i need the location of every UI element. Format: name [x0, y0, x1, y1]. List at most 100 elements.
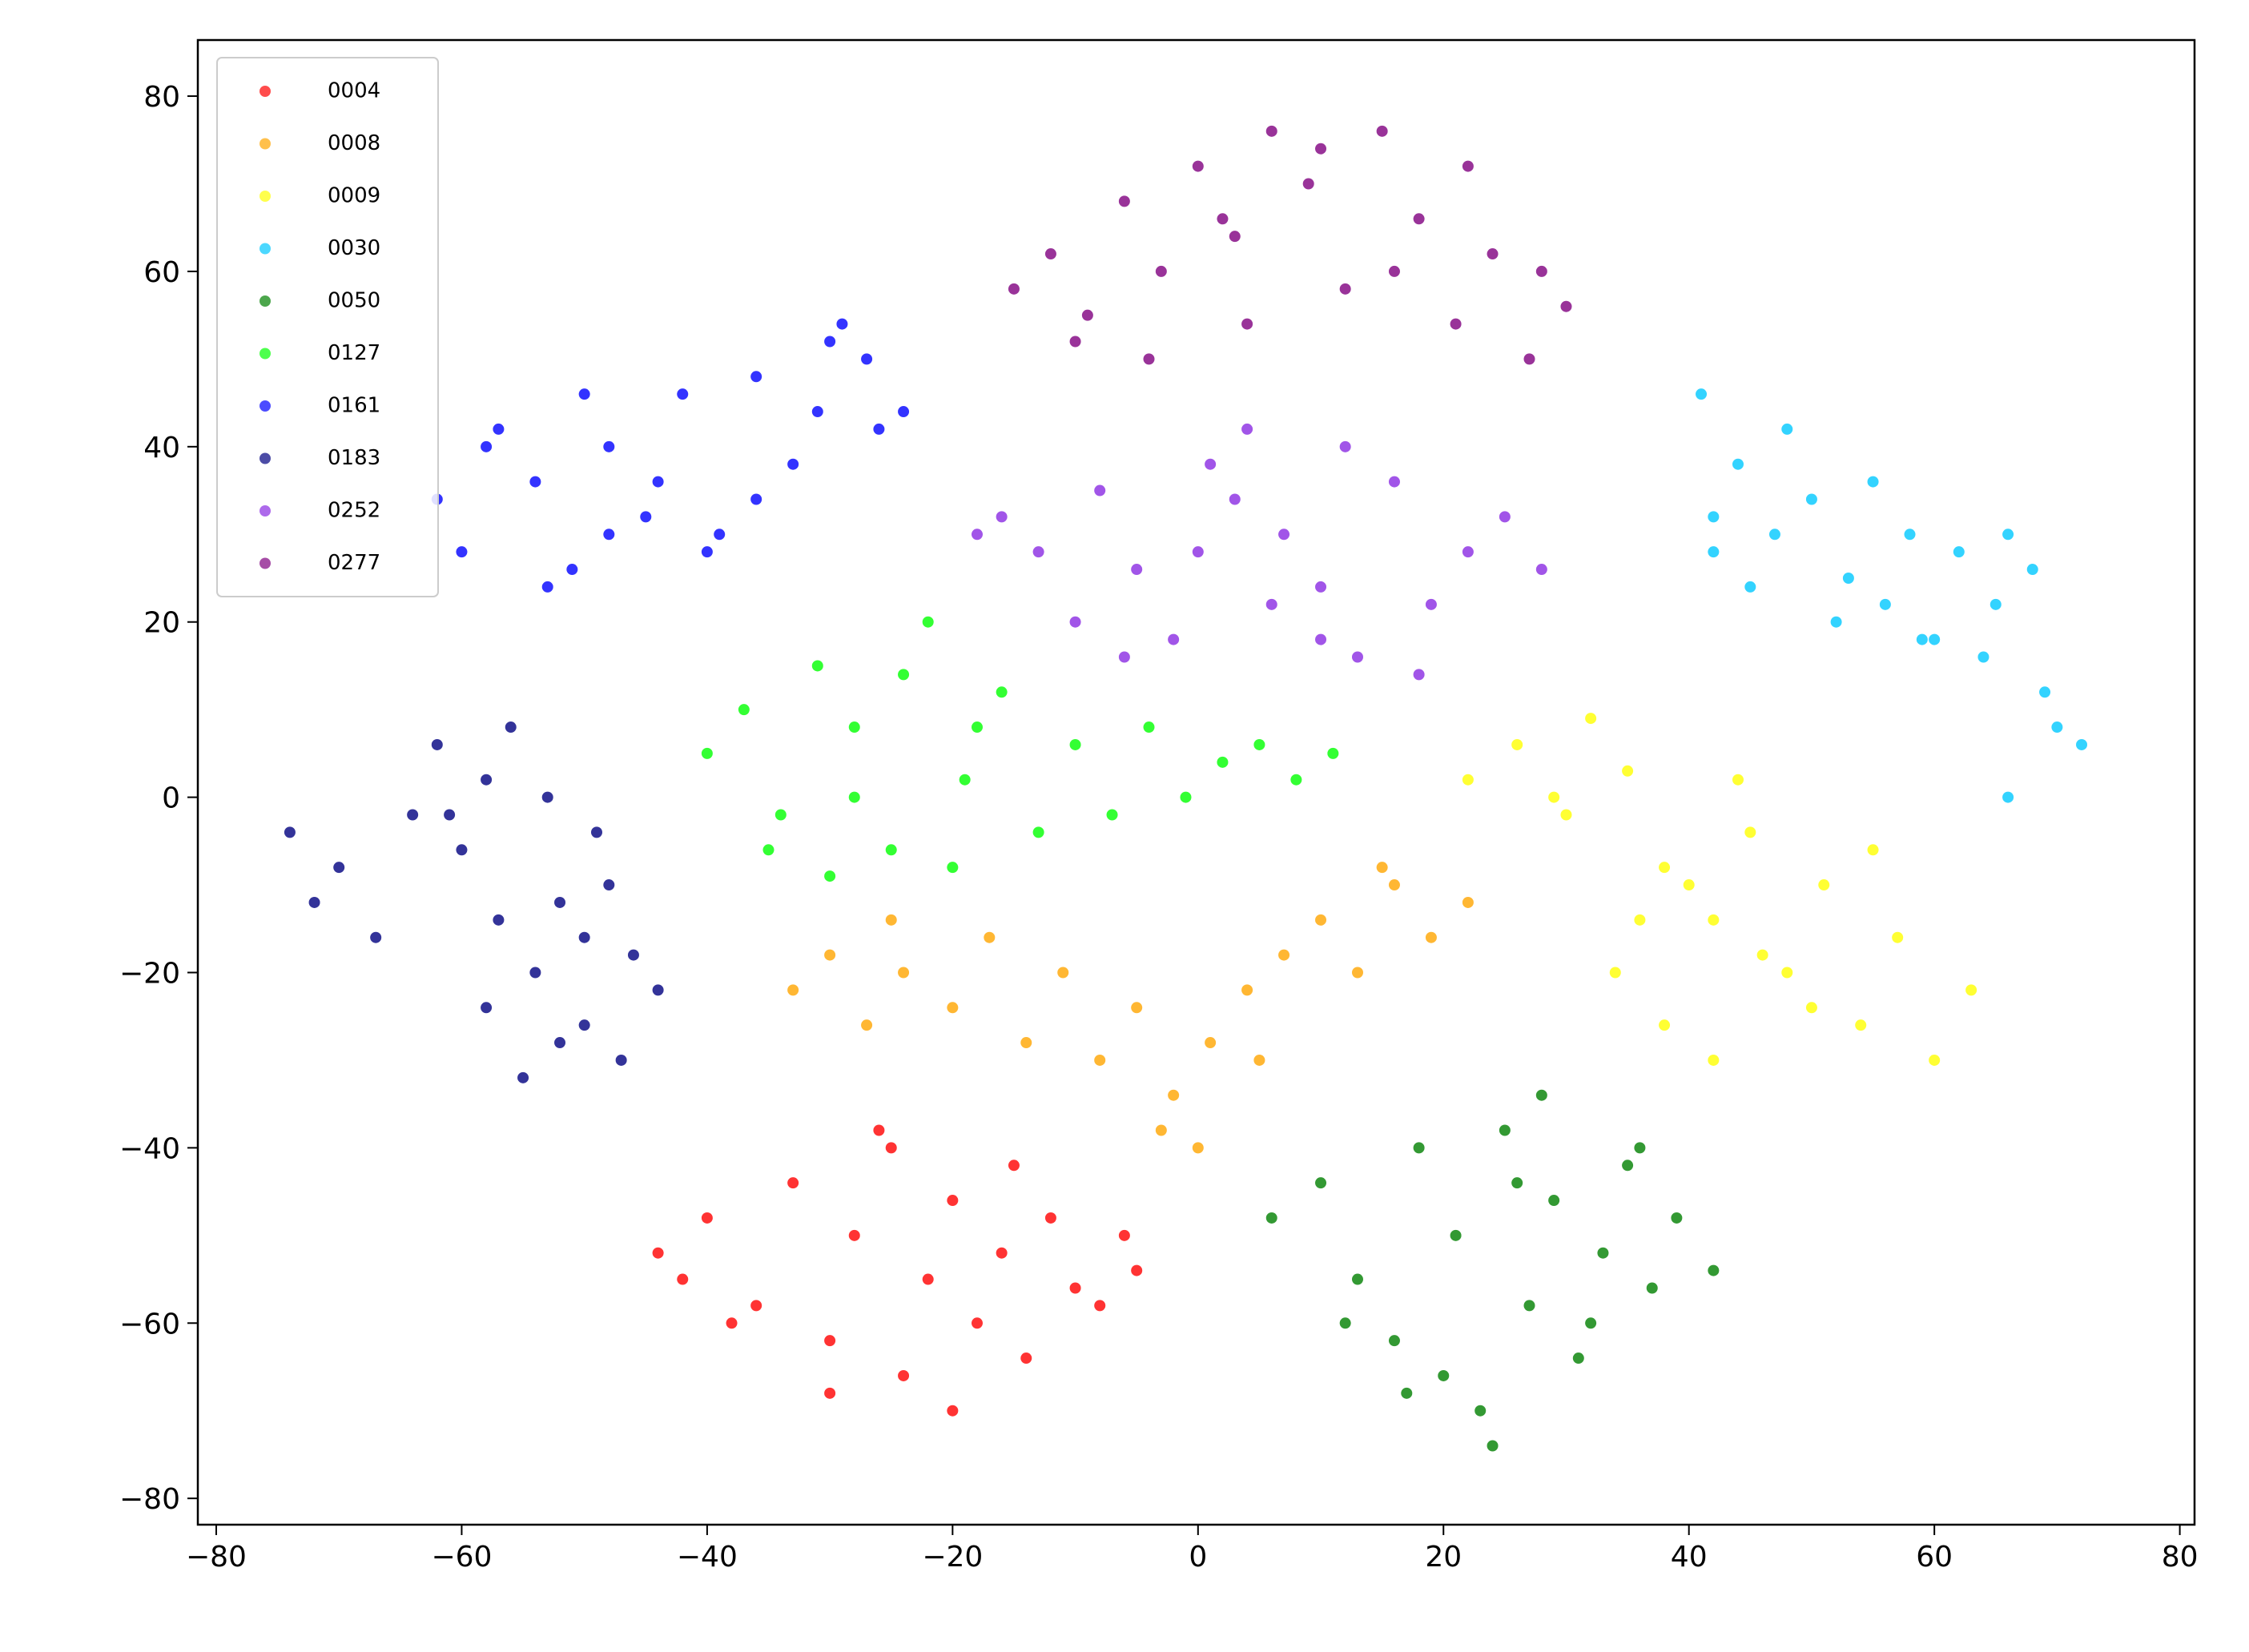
- point: [1057, 967, 1069, 979]
- point: [1388, 476, 1400, 488]
- point: [1217, 756, 1229, 768]
- point: [554, 1037, 566, 1049]
- point: [1339, 440, 1351, 452]
- point: [1708, 914, 1720, 926]
- x-tick-label: −20: [922, 1541, 983, 1574]
- point: [1708, 511, 1720, 523]
- point: [1475, 1405, 1487, 1417]
- point: [971, 529, 983, 541]
- point: [1315, 1177, 1327, 1189]
- point: [1143, 353, 1155, 365]
- point: [1069, 738, 1081, 750]
- point: [1351, 651, 1363, 663]
- point: [1622, 1160, 1634, 1172]
- y-tick-label: −20: [119, 957, 180, 990]
- point: [947, 1405, 959, 1417]
- point: [370, 931, 382, 943]
- point: [308, 896, 320, 908]
- point: [1929, 633, 1941, 645]
- legend-label: 0127: [328, 341, 380, 365]
- point: [1020, 1353, 1032, 1365]
- point: [1131, 564, 1143, 576]
- legend-label: 0050: [328, 289, 380, 313]
- legend-label: 0161: [328, 394, 380, 418]
- point: [848, 1229, 860, 1241]
- point: [1585, 1317, 1597, 1329]
- y-tick-label: 0: [162, 782, 180, 815]
- point: [1683, 879, 1695, 891]
- point: [848, 721, 860, 734]
- point: [1462, 896, 1474, 908]
- point: [1462, 546, 1474, 558]
- point: [1032, 546, 1044, 558]
- point: [1351, 967, 1363, 979]
- point: [1192, 160, 1204, 172]
- point: [1131, 1264, 1143, 1276]
- point: [2076, 738, 2088, 750]
- point: [1339, 283, 1351, 295]
- point: [444, 809, 456, 821]
- point: [1708, 1264, 1720, 1276]
- point: [1708, 546, 1720, 558]
- point: [603, 529, 615, 541]
- point: [2002, 791, 2014, 803]
- point: [1634, 914, 1646, 926]
- point: [959, 774, 971, 786]
- legend-label: 0008: [328, 131, 380, 155]
- point: [1867, 476, 1879, 488]
- legend-marker: [260, 138, 271, 150]
- point: [861, 353, 873, 365]
- series-points: [971, 423, 1547, 681]
- point: [1081, 309, 1093, 321]
- x-tick-label: −60: [431, 1541, 492, 1574]
- point: [1217, 213, 1229, 225]
- point: [1265, 1212, 1277, 1224]
- point: [431, 738, 443, 750]
- point: [1450, 318, 1462, 330]
- point: [1560, 809, 1572, 821]
- point: [836, 318, 848, 330]
- point: [1585, 713, 1597, 725]
- point: [1094, 1300, 1106, 1312]
- point: [947, 1002, 959, 1014]
- legend-label: 0009: [328, 184, 380, 208]
- point: [1830, 616, 1842, 628]
- point: [726, 1317, 738, 1329]
- point: [1548, 791, 1560, 803]
- point: [1696, 388, 1708, 400]
- point: [1413, 1142, 1425, 1154]
- point: [677, 388, 689, 400]
- point: [1818, 879, 1830, 891]
- point: [996, 1247, 1008, 1259]
- point: [984, 931, 996, 943]
- point: [1781, 967, 1793, 979]
- point: [1425, 598, 1437, 610]
- point: [1339, 1317, 1351, 1329]
- legend-marker: [260, 505, 271, 517]
- point: [481, 440, 493, 452]
- series-points: [1265, 1089, 1720, 1452]
- point: [1572, 1353, 1584, 1365]
- point: [1302, 178, 1314, 190]
- point: [1278, 949, 1290, 961]
- point: [885, 914, 897, 926]
- point: [1205, 1037, 1217, 1049]
- series-points: [701, 616, 1339, 882]
- point: [578, 388, 590, 400]
- point: [1499, 511, 1511, 523]
- point: [1008, 1160, 1020, 1172]
- point: [1032, 826, 1044, 838]
- point: [652, 476, 664, 488]
- point: [1241, 423, 1253, 435]
- point: [1462, 160, 1474, 172]
- point: [1388, 1335, 1400, 1347]
- point: [456, 546, 468, 558]
- point: [2026, 564, 2038, 576]
- point: [1671, 1212, 1683, 1224]
- y-tick-label: 40: [143, 432, 180, 464]
- point: [2002, 529, 2014, 541]
- point: [505, 721, 517, 734]
- point: [1388, 879, 1400, 891]
- point: [1008, 283, 1020, 295]
- point: [517, 1071, 529, 1083]
